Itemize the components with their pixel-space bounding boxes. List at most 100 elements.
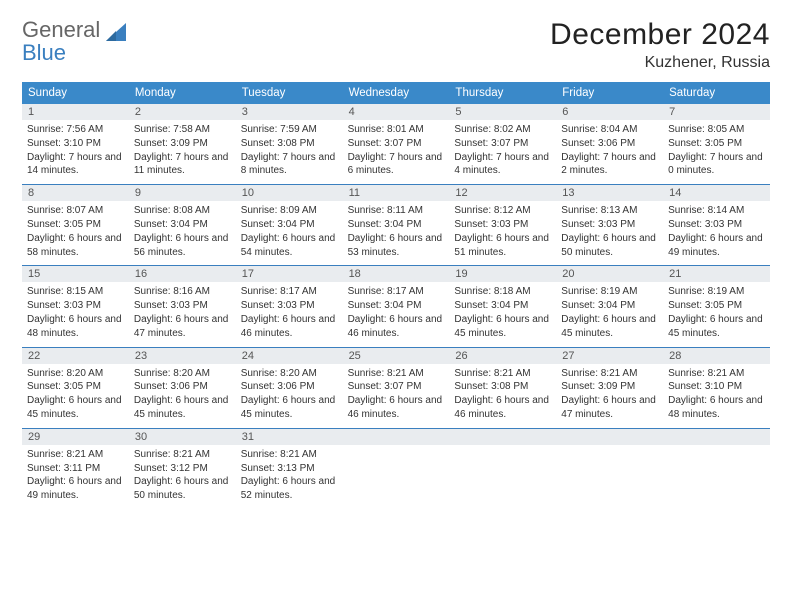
logo-text: General Blue — [22, 18, 100, 64]
day-cell: 26Sunrise: 8:21 AMSunset: 3:08 PMDayligh… — [449, 348, 556, 428]
day-info: Sunrise: 7:59 AMSunset: 3:08 PMDaylight:… — [236, 120, 343, 184]
week: 22Sunrise: 8:20 AMSunset: 3:05 PMDayligh… — [22, 348, 770, 428]
day-info: Sunrise: 8:18 AMSunset: 3:04 PMDaylight:… — [449, 282, 556, 346]
day-number: 5 — [449, 104, 556, 120]
day-cell — [663, 429, 770, 509]
day-number — [343, 429, 450, 445]
day-info: Sunrise: 8:17 AMSunset: 3:03 PMDaylight:… — [236, 282, 343, 346]
day-number: 31 — [236, 429, 343, 445]
location: Kuzhener, Russia — [550, 54, 770, 72]
day-number: 16 — [129, 266, 236, 282]
day-info: Sunrise: 8:16 AMSunset: 3:03 PMDaylight:… — [129, 282, 236, 346]
calendar-row: 29Sunrise: 8:21 AMSunset: 3:11 PMDayligh… — [22, 429, 770, 509]
month-title: December 2024 — [550, 18, 770, 52]
day-info: Sunrise: 8:01 AMSunset: 3:07 PMDaylight:… — [343, 120, 450, 184]
day-info: Sunrise: 8:21 AMSunset: 3:13 PMDaylight:… — [236, 445, 343, 509]
day-cell — [343, 429, 450, 509]
day-cell: 21Sunrise: 8:19 AMSunset: 3:05 PMDayligh… — [663, 266, 770, 346]
day-number: 4 — [343, 104, 450, 120]
day-number: 8 — [22, 185, 129, 201]
day-number: 28 — [663, 348, 770, 364]
day-cell: 30Sunrise: 8:21 AMSunset: 3:12 PMDayligh… — [129, 429, 236, 509]
day-cell: 27Sunrise: 8:21 AMSunset: 3:09 PMDayligh… — [556, 348, 663, 428]
week: 8Sunrise: 8:07 AMSunset: 3:05 PMDaylight… — [22, 185, 770, 265]
week: 15Sunrise: 8:15 AMSunset: 3:03 PMDayligh… — [22, 266, 770, 346]
day-info: Sunrise: 8:21 AMSunset: 3:07 PMDaylight:… — [343, 364, 450, 428]
weekday-sat: Saturday — [663, 82, 770, 104]
day-info: Sunrise: 8:04 AMSunset: 3:06 PMDaylight:… — [556, 120, 663, 184]
day-number: 14 — [663, 185, 770, 201]
day-info — [343, 445, 450, 454]
weeks: 1Sunrise: 7:56 AMSunset: 3:10 PMDaylight… — [22, 104, 770, 509]
day-cell: 3Sunrise: 7:59 AMSunset: 3:08 PMDaylight… — [236, 104, 343, 184]
weekday-wed: Wednesday — [343, 82, 450, 104]
day-number: 25 — [343, 348, 450, 364]
calendar-row: 1Sunrise: 7:56 AMSunset: 3:10 PMDaylight… — [22, 104, 770, 185]
day-number: 13 — [556, 185, 663, 201]
day-number: 17 — [236, 266, 343, 282]
day-cell — [449, 429, 556, 509]
day-number: 22 — [22, 348, 129, 364]
day-cell: 14Sunrise: 8:14 AMSunset: 3:03 PMDayligh… — [663, 185, 770, 265]
week: 29Sunrise: 8:21 AMSunset: 3:11 PMDayligh… — [22, 429, 770, 509]
day-cell: 5Sunrise: 8:02 AMSunset: 3:07 PMDaylight… — [449, 104, 556, 184]
day-number: 24 — [236, 348, 343, 364]
day-number: 30 — [129, 429, 236, 445]
calendar-row: 15Sunrise: 8:15 AMSunset: 3:03 PMDayligh… — [22, 266, 770, 347]
calendar-row: 22Sunrise: 8:20 AMSunset: 3:05 PMDayligh… — [22, 348, 770, 429]
day-number: 2 — [129, 104, 236, 120]
day-number: 1 — [22, 104, 129, 120]
day-cell — [556, 429, 663, 509]
day-cell: 8Sunrise: 8:07 AMSunset: 3:05 PMDaylight… — [22, 185, 129, 265]
day-number — [663, 429, 770, 445]
day-number: 15 — [22, 266, 129, 282]
day-cell: 24Sunrise: 8:20 AMSunset: 3:06 PMDayligh… — [236, 348, 343, 428]
day-info: Sunrise: 8:20 AMSunset: 3:06 PMDaylight:… — [236, 364, 343, 428]
day-number: 6 — [556, 104, 663, 120]
day-number: 19 — [449, 266, 556, 282]
day-number: 23 — [129, 348, 236, 364]
day-cell: 10Sunrise: 8:09 AMSunset: 3:04 PMDayligh… — [236, 185, 343, 265]
day-cell: 2Sunrise: 7:58 AMSunset: 3:09 PMDaylight… — [129, 104, 236, 184]
day-number: 7 — [663, 104, 770, 120]
day-info: Sunrise: 8:20 AMSunset: 3:06 PMDaylight:… — [129, 364, 236, 428]
day-cell: 11Sunrise: 8:11 AMSunset: 3:04 PMDayligh… — [343, 185, 450, 265]
day-cell: 20Sunrise: 8:19 AMSunset: 3:04 PMDayligh… — [556, 266, 663, 346]
day-info: Sunrise: 8:21 AMSunset: 3:11 PMDaylight:… — [22, 445, 129, 509]
sail-icon — [104, 21, 128, 43]
day-info: Sunrise: 8:12 AMSunset: 3:03 PMDaylight:… — [449, 201, 556, 265]
day-info: Sunrise: 8:14 AMSunset: 3:03 PMDaylight:… — [663, 201, 770, 265]
day-number: 18 — [343, 266, 450, 282]
day-cell: 9Sunrise: 8:08 AMSunset: 3:04 PMDaylight… — [129, 185, 236, 265]
calendar-row: 8Sunrise: 8:07 AMSunset: 3:05 PMDaylight… — [22, 185, 770, 266]
day-cell: 22Sunrise: 8:20 AMSunset: 3:05 PMDayligh… — [22, 348, 129, 428]
day-info: Sunrise: 8:08 AMSunset: 3:04 PMDaylight:… — [129, 201, 236, 265]
day-info: Sunrise: 8:19 AMSunset: 3:05 PMDaylight:… — [663, 282, 770, 346]
weekday-mon: Monday — [129, 82, 236, 104]
day-info — [449, 445, 556, 454]
calendar: Sunday Monday Tuesday Wednesday Thursday… — [22, 82, 770, 509]
day-info: Sunrise: 8:05 AMSunset: 3:05 PMDaylight:… — [663, 120, 770, 184]
day-info: Sunrise: 8:09 AMSunset: 3:04 PMDaylight:… — [236, 201, 343, 265]
day-cell: 15Sunrise: 8:15 AMSunset: 3:03 PMDayligh… — [22, 266, 129, 346]
day-cell: 31Sunrise: 8:21 AMSunset: 3:13 PMDayligh… — [236, 429, 343, 509]
day-number: 10 — [236, 185, 343, 201]
day-number: 29 — [22, 429, 129, 445]
day-cell: 25Sunrise: 8:21 AMSunset: 3:07 PMDayligh… — [343, 348, 450, 428]
day-info: Sunrise: 7:58 AMSunset: 3:09 PMDaylight:… — [129, 120, 236, 184]
day-cell: 13Sunrise: 8:13 AMSunset: 3:03 PMDayligh… — [556, 185, 663, 265]
day-cell: 29Sunrise: 8:21 AMSunset: 3:11 PMDayligh… — [22, 429, 129, 509]
weekday-tue: Tuesday — [236, 82, 343, 104]
day-number: 9 — [129, 185, 236, 201]
day-info: Sunrise: 8:21 AMSunset: 3:10 PMDaylight:… — [663, 364, 770, 428]
day-number: 3 — [236, 104, 343, 120]
day-number: 20 — [556, 266, 663, 282]
day-cell: 4Sunrise: 8:01 AMSunset: 3:07 PMDaylight… — [343, 104, 450, 184]
logo: General Blue — [22, 18, 128, 64]
day-info: Sunrise: 7:56 AMSunset: 3:10 PMDaylight:… — [22, 120, 129, 184]
day-info: Sunrise: 8:20 AMSunset: 3:05 PMDaylight:… — [22, 364, 129, 428]
day-info: Sunrise: 8:15 AMSunset: 3:03 PMDaylight:… — [22, 282, 129, 346]
day-cell: 16Sunrise: 8:16 AMSunset: 3:03 PMDayligh… — [129, 266, 236, 346]
weekday-header: Sunday Monday Tuesday Wednesday Thursday… — [22, 82, 770, 104]
day-cell: 6Sunrise: 8:04 AMSunset: 3:06 PMDaylight… — [556, 104, 663, 184]
